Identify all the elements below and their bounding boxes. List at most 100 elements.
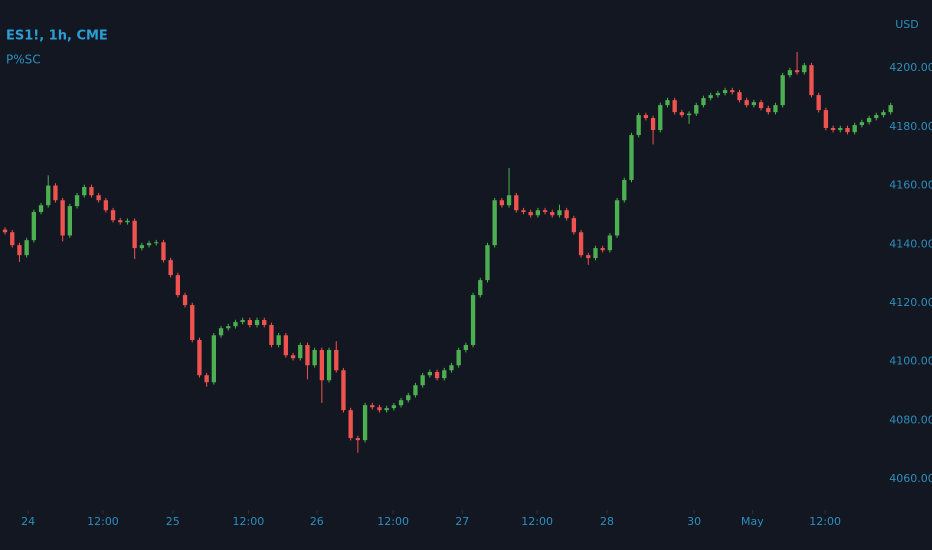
candle-body — [492, 200, 497, 246]
x-tick-label: 28 — [600, 515, 614, 528]
candle-body — [38, 205, 44, 212]
candle-body — [326, 349, 332, 381]
candle-body — [643, 115, 649, 119]
candle-body — [139, 245, 145, 249]
candle-body — [499, 200, 505, 206]
candle-body — [384, 408, 389, 411]
candle-body — [420, 375, 425, 386]
candle-body — [283, 335, 289, 356]
candle-body — [197, 340, 202, 376]
candle-body — [874, 115, 879, 119]
candle-body — [542, 210, 548, 212]
candle-body — [715, 93, 721, 96]
x-tick-label: May — [741, 515, 764, 528]
y-tick-label: 4080.00 — [889, 413, 932, 426]
x-tick-label: 27 — [455, 515, 469, 528]
candle-body — [31, 211, 37, 241]
candle-body — [694, 105, 699, 114]
x-tick-label: 12:00 — [233, 515, 265, 528]
candle-body — [586, 255, 591, 259]
candle-body — [744, 100, 749, 106]
candle-body — [434, 372, 440, 379]
candle-body — [442, 370, 447, 379]
candle-body — [334, 349, 339, 371]
candle-body — [427, 372, 433, 376]
candle-body — [312, 349, 317, 366]
candle-body — [60, 200, 65, 236]
candle-body — [377, 407, 382, 411]
candle-body — [571, 218, 577, 233]
candle-body — [398, 400, 404, 406]
candle-body — [600, 248, 605, 251]
candle-body — [758, 102, 764, 109]
candle-body — [290, 355, 296, 359]
candle-body — [881, 112, 886, 116]
candle-body — [298, 344, 303, 359]
y-tick-label: 4100.00 — [889, 355, 932, 368]
candle-body — [816, 95, 821, 111]
candle-body — [802, 65, 807, 73]
candle-body — [449, 365, 454, 371]
candle-body — [262, 320, 267, 326]
candle-body — [794, 70, 800, 73]
candle-body — [182, 295, 188, 306]
candle-body — [348, 410, 353, 439]
candle-body — [211, 335, 217, 383]
candle-body — [672, 100, 677, 113]
x-tick-label: 12:00 — [521, 515, 553, 528]
candle-body — [341, 370, 346, 411]
candle-body — [859, 122, 865, 126]
candle-body — [701, 98, 706, 106]
x-tick-label: 12:00 — [809, 515, 841, 528]
candle-body — [103, 200, 109, 211]
candle-body — [226, 326, 231, 329]
candle-body — [636, 115, 641, 136]
candle-body — [823, 110, 829, 129]
candle-body — [154, 242, 159, 244]
y-tick-label: 4140.00 — [889, 237, 932, 250]
candle-body — [773, 105, 778, 113]
candle-body — [578, 232, 584, 256]
candle-body — [708, 95, 713, 99]
candle-body — [686, 113, 692, 116]
candle-body — [110, 210, 116, 221]
candle-body — [838, 128, 843, 131]
candle-body — [550, 211, 555, 216]
candle-body — [809, 65, 814, 96]
candle-body — [24, 240, 29, 256]
candle-body — [370, 405, 375, 408]
candle-body — [593, 248, 598, 259]
candle-body — [240, 320, 245, 323]
candle-body — [67, 206, 73, 236]
candle-body — [658, 105, 663, 131]
candle-body — [175, 275, 181, 296]
candle-body — [470, 295, 476, 345]
candle-body — [46, 185, 51, 206]
candle-body — [254, 320, 260, 326]
candle-body — [521, 210, 526, 212]
candle-body — [305, 344, 310, 366]
candle-body — [629, 135, 634, 180]
candle-body — [132, 220, 137, 249]
y-tick-label: 4200.00 — [889, 61, 932, 74]
candle-body — [96, 195, 101, 201]
x-tick-label: 30 — [687, 515, 701, 528]
candle-body — [406, 395, 411, 401]
candle-body — [17, 245, 22, 256]
candle-body — [751, 102, 757, 106]
chart-title: ES1!, 1h, CME — [6, 29, 108, 44]
candle-body — [506, 195, 512, 206]
candle-body — [53, 185, 58, 201]
candle-body — [622, 179, 627, 201]
candle-body — [247, 320, 253, 326]
candle-body — [722, 90, 728, 94]
candle-body — [730, 90, 735, 93]
candle-body — [845, 128, 850, 133]
candle-body — [514, 195, 519, 211]
candle-body — [233, 322, 238, 327]
y-tick-label: 4060.00 — [889, 472, 932, 485]
candle-body — [463, 344, 469, 350]
candle-body — [413, 385, 418, 396]
